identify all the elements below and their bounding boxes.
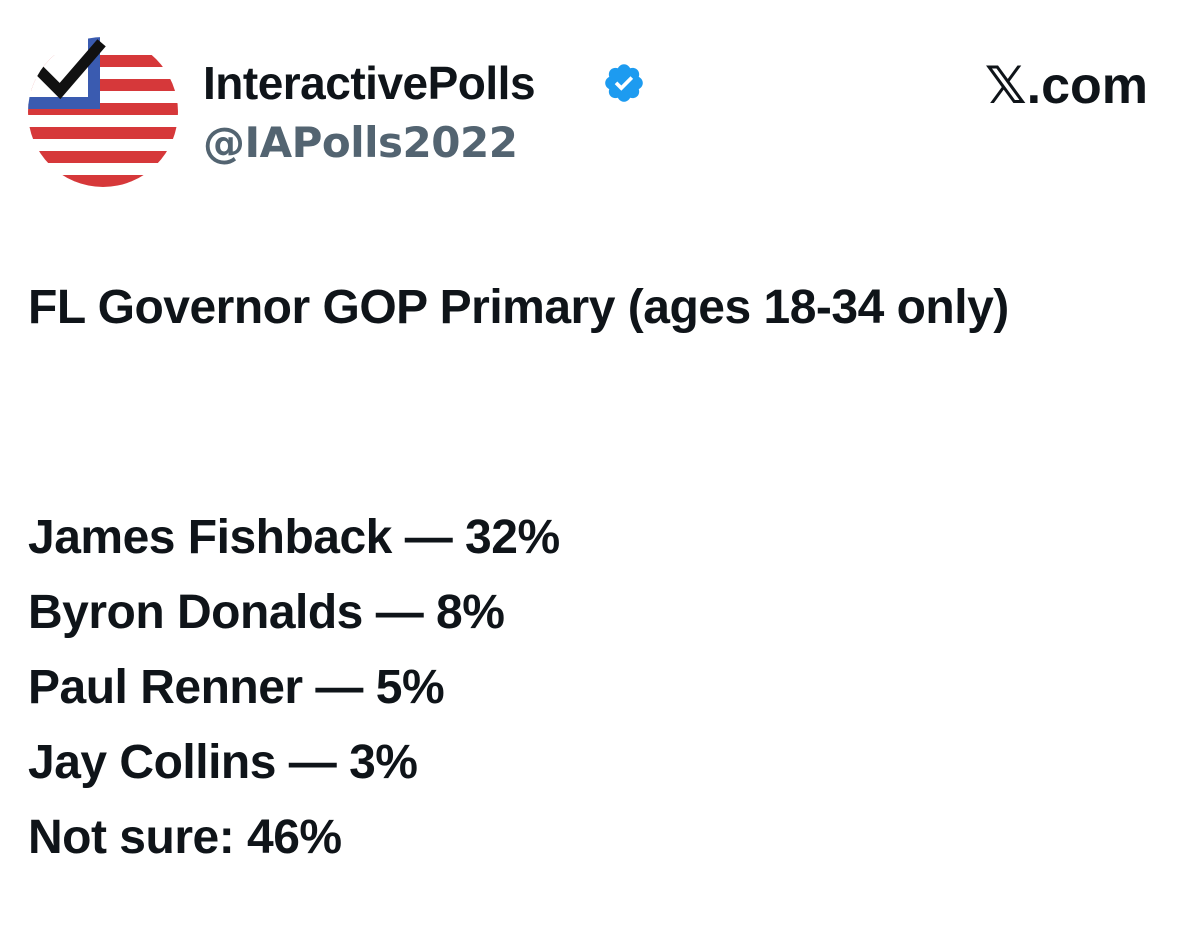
result-line: James Fishback — 32% [28,511,560,564]
site-label: 𝕏.com [984,57,1148,115]
avatar[interactable] [28,37,178,187]
result-line: Jay Collins — 3% [28,736,418,789]
account-name[interactable]: InteractivePolls [203,57,536,109]
post-title: FL Governor GOP Primary (ages 18-34 only… [28,281,1009,334]
result-line: Byron Donalds — 8% [28,586,505,639]
result-line: Paul Renner — 5% [28,661,445,714]
account-handle[interactable]: @IAPolls2022 [203,118,518,167]
result-line: Not sure: 46% [28,811,342,864]
verified-badge [605,64,643,102]
results-list: James Fishback — 32% Byron Donalds — 8% … [28,500,560,875]
